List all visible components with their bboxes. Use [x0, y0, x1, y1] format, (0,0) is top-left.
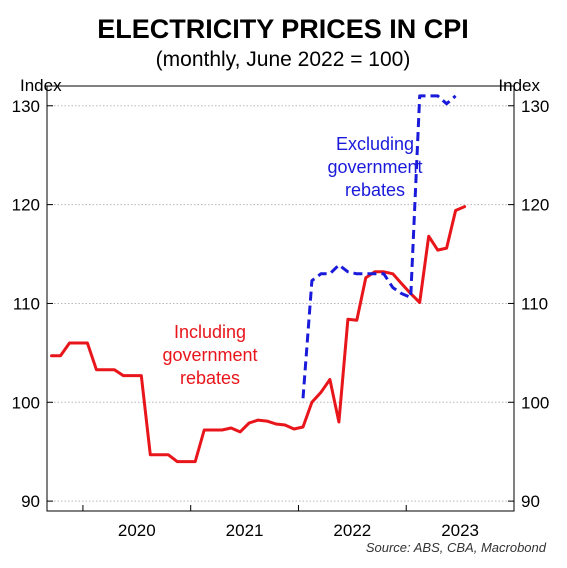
annotation-excluding-line-2: government — [327, 157, 422, 177]
x-tick-label-2021: 2021 — [226, 521, 264, 540]
left-axis-unit: Index — [20, 76, 62, 95]
left-tick-label-110: 110 — [13, 294, 40, 313]
annotation-including-line-3: rebates — [180, 368, 240, 388]
annotation-including-line-1: Including — [174, 322, 246, 342]
left-tick-label-130: 130 — [12, 97, 40, 116]
plot-area-frame — [46, 85, 515, 512]
annotations: Excluding government rebates Including gover… — [162, 134, 422, 388]
right-tick-label-90: 90 — [521, 492, 540, 511]
right-tick-label-120: 120 — [521, 196, 549, 215]
series-layer — [50, 94, 467, 464]
left-tick-label-90: 90 — [21, 492, 40, 511]
annotation-excluding: Excluding government rebates — [327, 134, 422, 200]
series-line-including — [50, 205, 467, 464]
source-note: Source: ABS, CBA, Macrobond — [366, 540, 547, 555]
right-tick-label-100: 100 — [521, 393, 549, 412]
x-tick-label-2023: 2023 — [441, 521, 479, 540]
right-tick-label-110: 110 — [521, 294, 548, 313]
annotation-including-line-2: government — [162, 345, 257, 365]
left-tick-label-120: 120 — [12, 196, 40, 215]
chart-subtitle: (monthly, June 2022 = 100) — [156, 48, 411, 71]
axis-ticks: 90 90 100 100 110 110 120 120 130 130 2020 2021 2022… — [12, 97, 550, 540]
annotation-excluding-line-1: Excluding — [336, 134, 414, 154]
chart-title: ELECTRICITY PRICES IN CPI — [97, 14, 469, 44]
gridlines — [47, 105, 514, 502]
x-tick-label-2020: 2020 — [118, 521, 156, 540]
right-axis-unit: Index — [498, 76, 540, 95]
annotation-excluding-line-3: rebates — [345, 180, 405, 200]
left-tick-label-100: 100 — [12, 393, 40, 412]
right-tick-label-130: 130 — [521, 97, 549, 116]
annotation-including: Including government rebates — [162, 322, 257, 388]
x-tick-label-2022: 2022 — [333, 521, 371, 540]
